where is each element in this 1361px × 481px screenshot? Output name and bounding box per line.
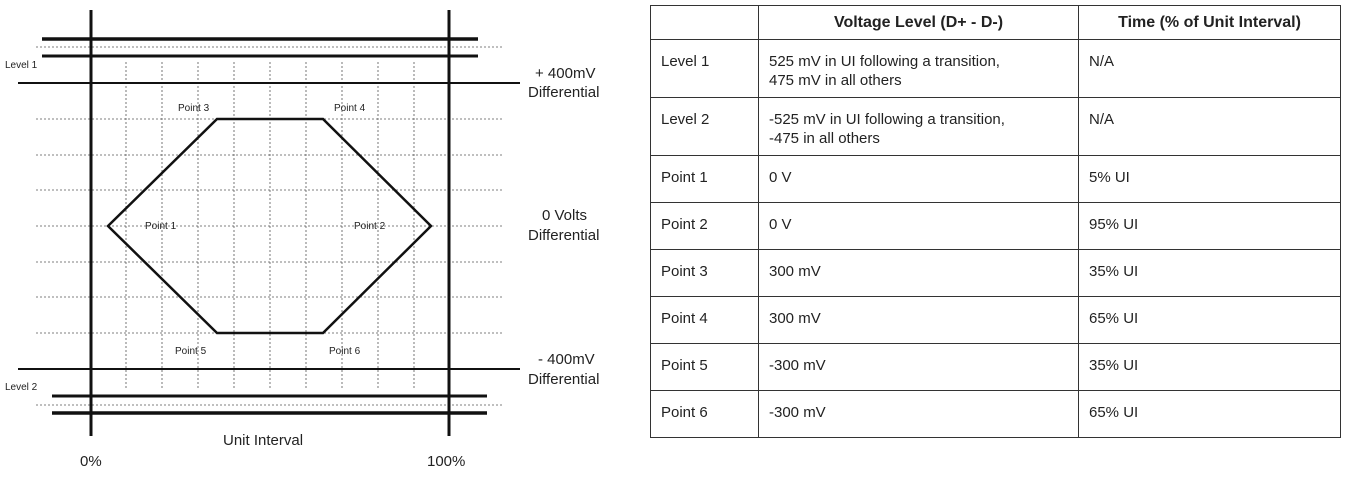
- eye-mask-hexagon: [106, 117, 433, 335]
- plus-400mv-label: + 400mV: [535, 65, 595, 82]
- row-voltage: 300 mV: [758, 249, 1079, 297]
- x-end-label: 100%: [427, 453, 465, 470]
- minus-400mv-sublabel: Differential: [528, 371, 599, 388]
- row-name: Point 4: [650, 296, 759, 344]
- row-voltage: -525 mV in UI following a transition, -47…: [758, 97, 1079, 156]
- row-name: Level 1: [650, 39, 759, 98]
- row-name: Point 5: [650, 343, 759, 391]
- table-header-row: Voltage Level (D+ - D-) Time (% of Unit …: [650, 5, 1341, 40]
- table-row: Level 1 525 mV in UI following a transit…: [650, 39, 1341, 98]
- eye-spec-table: Voltage Level (D+ - D-) Time (% of Unit …: [650, 5, 1341, 438]
- row-voltage-line2: 475 mV in all others: [769, 72, 902, 89]
- eye-diagram: Level 1 Level 2 Point 3 Point 4 Point 1 …: [5, 10, 599, 470]
- row-voltage-line1: 525 mV in UI following a transition,: [769, 53, 1000, 70]
- row-time: 65% UI: [1078, 390, 1341, 438]
- x-axis-label: Unit Interval: [223, 432, 303, 449]
- row-name: Point 1: [650, 155, 759, 203]
- row-time: N/A: [1078, 39, 1341, 98]
- row-name: Point 3: [650, 249, 759, 297]
- grid-horizontal: [36, 46, 502, 406]
- row-voltage: -300 mV: [758, 390, 1079, 438]
- level1-label: Level 1: [5, 60, 38, 71]
- row-voltage: -300 mV: [758, 343, 1079, 391]
- table-row: Point 5 -300 mV 35% UI: [650, 343, 1341, 391]
- row-time: 65% UI: [1078, 296, 1341, 344]
- table-row: Point 6 -300 mV 65% UI: [650, 390, 1341, 438]
- table-row: Point 1 0 V 5% UI: [650, 155, 1341, 203]
- row-time: 35% UI: [1078, 249, 1341, 297]
- zero-volts-label: 0 Volts: [542, 207, 587, 224]
- zero-volts-sublabel: Differential: [528, 227, 599, 244]
- row-name: Level 2: [650, 97, 759, 156]
- row-voltage: 0 V: [758, 202, 1079, 250]
- table-row: Point 4 300 mV 65% UI: [650, 296, 1341, 344]
- point5-label: Point 5: [175, 346, 207, 357]
- row-time: 95% UI: [1078, 202, 1341, 250]
- minus-400mv-label: - 400mV: [538, 351, 595, 368]
- row-time: N/A: [1078, 97, 1341, 156]
- point2-label: Point 2: [354, 221, 386, 232]
- row-voltage-line2: -475 in all others: [769, 130, 880, 147]
- level2-label: Level 2: [5, 382, 38, 393]
- point6-label: Point 6: [329, 346, 361, 357]
- table-row: Point 2 0 V 95% UI: [650, 202, 1341, 250]
- row-voltage: 525 mV in UI following a transition, 475 …: [758, 39, 1079, 98]
- table-row: Level 2 -525 mV in UI following a transi…: [650, 97, 1341, 156]
- x-start-label: 0%: [80, 453, 102, 470]
- row-name: Point 6: [650, 390, 759, 438]
- table-header-blank: [650, 5, 759, 40]
- table-header-voltage: Voltage Level (D+ - D-): [758, 5, 1079, 40]
- plus-400mv-sublabel: Differential: [528, 84, 599, 101]
- table-header-time: Time (% of Unit Interval): [1078, 5, 1341, 40]
- row-voltage: 300 mV: [758, 296, 1079, 344]
- point3-label: Point 3: [178, 103, 210, 114]
- point1-label: Point 1: [145, 221, 177, 232]
- row-time: 35% UI: [1078, 343, 1341, 391]
- row-time: 5% UI: [1078, 155, 1341, 203]
- table-row: Point 3 300 mV 35% UI: [650, 249, 1341, 297]
- row-voltage: 0 V: [758, 155, 1079, 203]
- point4-label: Point 4: [334, 103, 366, 114]
- row-name: Point 2: [650, 202, 759, 250]
- row-voltage-line1: -525 mV in UI following a transition,: [769, 111, 1005, 128]
